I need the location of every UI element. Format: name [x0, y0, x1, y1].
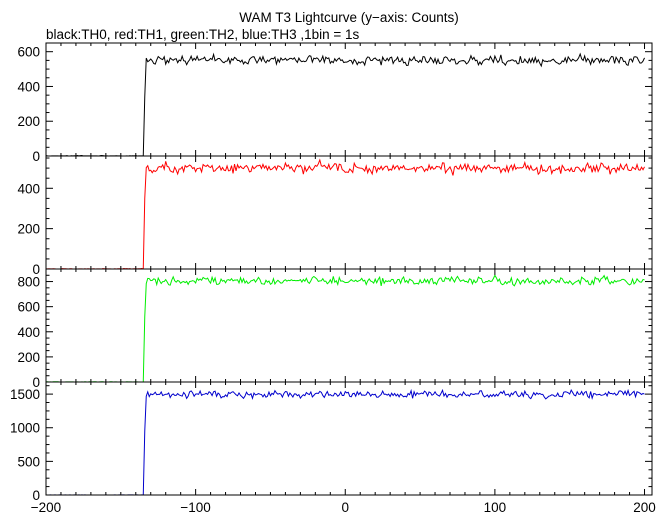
panel-frame	[45, 42, 653, 157]
chart-subtitle: black:TH0, red:TH1, green:TH2, blue:TH3 …	[46, 27, 360, 42]
panel-frame	[45, 381, 653, 496]
chart-title: WAM T3 Lightcurve (y−axis: Counts)	[239, 10, 458, 25]
y-tick-label: 0	[32, 375, 40, 390]
y-tick-label: 200	[17, 222, 40, 237]
panel-frame	[45, 268, 653, 383]
y-tick-label: 1000	[10, 421, 40, 436]
x-tick-label: 200	[633, 500, 656, 515]
y-tick-label: 500	[17, 454, 40, 469]
panel-th3: 0 500 1000 1500	[10, 381, 653, 503]
series-line-th3	[45, 388, 645, 496]
series-line-th0	[45, 52, 645, 157]
x-tick-label: 100	[484, 500, 507, 515]
panels-group: 0200400600020040002004006008000500100015…	[10, 42, 653, 503]
y-tick-label: 0	[32, 488, 40, 503]
x-tick-labels: −200 −100 0 100 200	[31, 500, 656, 515]
panel-th2: 0 200 400 600 800	[17, 268, 653, 390]
y-tick-label: 400	[17, 79, 40, 94]
series-line-th1	[45, 158, 645, 270]
y-tick-label: 800	[17, 275, 40, 290]
y-tick-label: 600	[17, 45, 40, 60]
y-tick-label: 400	[17, 181, 40, 196]
y-tick-label: 200	[17, 114, 40, 129]
y-tick-label: 600	[17, 300, 40, 315]
x-tick-label: −200	[31, 500, 61, 515]
y-tick-label: 0	[32, 149, 40, 164]
panel-th1: 0 200 400	[17, 155, 653, 277]
y-tick-label: 200	[17, 350, 40, 365]
series-line-th2	[45, 274, 645, 383]
y-tick-label: 1500	[10, 387, 40, 402]
x-tick-label: −100	[180, 500, 210, 515]
y-tick-label: 0	[32, 262, 40, 277]
y-tick-label: 400	[17, 325, 40, 340]
x-tick-label: 0	[342, 500, 350, 515]
panel-th0: 0 200 400 600	[17, 42, 653, 164]
